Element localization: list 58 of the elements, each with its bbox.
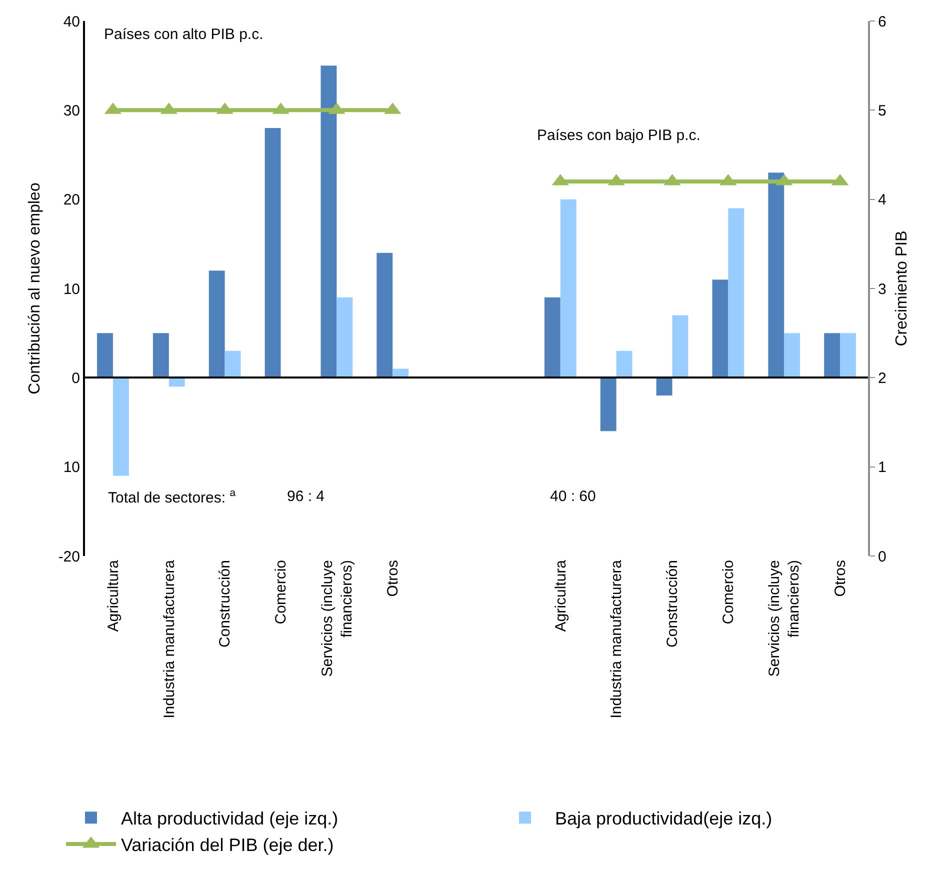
bar — [824, 333, 840, 378]
bar — [336, 297, 353, 378]
bar — [768, 172, 784, 378]
bar — [840, 333, 856, 378]
y-tick-label: 10 — [63, 280, 80, 298]
bar — [97, 333, 113, 378]
y2-tick-label: 5 — [878, 102, 886, 120]
y-tick-label: 40 — [63, 13, 80, 30]
y-tick-label: 20 — [63, 192, 80, 209]
bar — [672, 315, 688, 378]
y2-tick-label: 2 — [878, 370, 886, 387]
x-tick-label: Industria manufacturera — [608, 559, 626, 718]
y2-tick-label: 6 — [878, 13, 886, 30]
bar — [376, 252, 393, 378]
bar — [600, 378, 616, 432]
legend-label: Alta productividad (eje izq.) — [121, 808, 338, 829]
annotation: Total de sectores: $^{a}$ — [108, 487, 236, 506]
bar — [208, 270, 225, 378]
y-tick-label: -20 — [58, 548, 80, 566]
x-tick-label: Industria manufacturera — [160, 559, 178, 718]
y-tick-label: 10 — [63, 459, 80, 476]
bar — [544, 297, 560, 378]
bar — [656, 378, 672, 396]
x-tick-label: Otros — [384, 560, 402, 597]
y2-tick-label: 0 — [878, 548, 886, 566]
y2-tick-label: 4 — [878, 192, 886, 209]
legend-label: Baja productividad(eje izq.) — [555, 808, 772, 829]
y-axis-title: Contribución al nuevo empleo — [26, 182, 44, 394]
bar — [728, 208, 744, 378]
x-tick-label: Otros — [832, 560, 849, 597]
x-tick-label: Comercio — [272, 560, 290, 624]
bar — [112, 378, 129, 476]
bar — [320, 66, 337, 378]
bar — [264, 128, 281, 378]
x-tick-label: Construcción — [216, 560, 234, 648]
x-tick-label: Comercio — [720, 560, 738, 624]
x-tick-label: Construcción — [664, 560, 682, 648]
legend-label: Variación del PIB (eje der.) — [121, 835, 334, 856]
x-tick-label: Servicios (incluye financieros) — [766, 560, 803, 677]
annotation: 96 : 4 — [287, 488, 325, 505]
bar — [168, 378, 185, 387]
annotation: Países con alto PIB p.c. — [104, 26, 264, 43]
y-tick-label: 0 — [72, 370, 80, 387]
y2-tick-label: 1 — [878, 459, 886, 476]
x-tick-label: Agricultura — [104, 559, 122, 632]
bar — [152, 333, 169, 378]
y-tick-label: 30 — [63, 102, 80, 120]
y2-axis-title: Crecimiento PIB — [894, 230, 911, 346]
bar — [560, 199, 576, 378]
x-tick-label: Servicios (incluye financieros) — [318, 560, 356, 677]
annotation: Países con bajo PIB p.c. — [537, 127, 700, 144]
annotation: 40 : 60 — [550, 488, 596, 505]
bar — [712, 280, 728, 378]
y2-tick-label: 3 — [878, 280, 886, 298]
x-tick-label: Agricultura — [552, 559, 570, 632]
bar — [224, 350, 241, 378]
bar — [784, 333, 800, 378]
bar — [616, 350, 632, 378]
